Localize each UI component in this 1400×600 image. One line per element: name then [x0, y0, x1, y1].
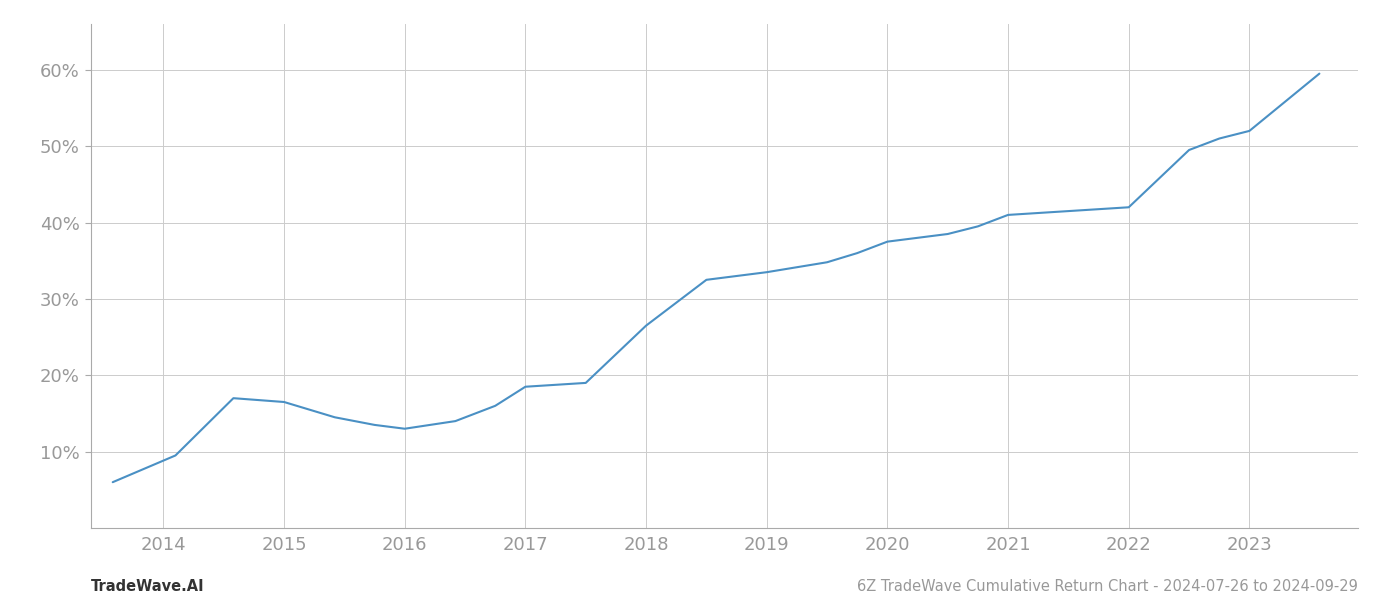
Text: 6Z TradeWave Cumulative Return Chart - 2024-07-26 to 2024-09-29: 6Z TradeWave Cumulative Return Chart - 2…	[857, 579, 1358, 594]
Text: TradeWave.AI: TradeWave.AI	[91, 579, 204, 594]
